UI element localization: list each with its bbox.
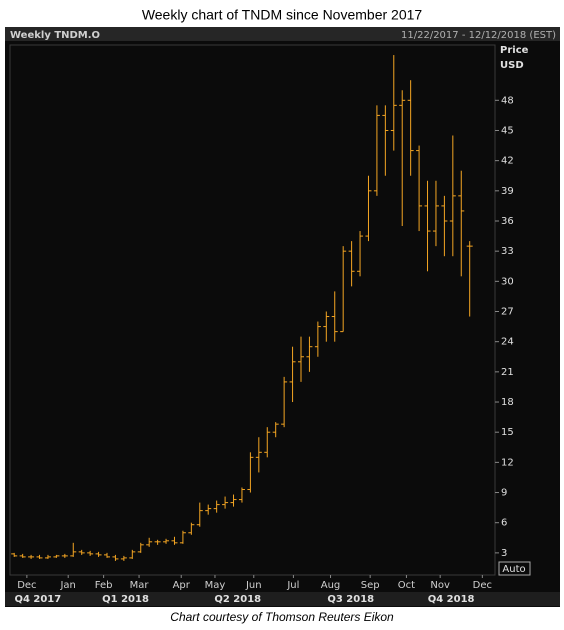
quarter-label: Q4 2018: [428, 594, 475, 605]
y-tick-label: 12: [501, 457, 514, 468]
x-tick-label: Feb: [95, 580, 113, 591]
x-tick-label: Jan: [59, 580, 75, 591]
y-tick-label: 45: [501, 125, 514, 136]
y-tick-label: 21: [501, 367, 514, 378]
y-tick-label: 27: [501, 307, 514, 318]
quarter-label: Q1 2018: [102, 594, 149, 605]
x-tick-label: Dec: [17, 580, 36, 591]
chart-title: Weekly chart of TNDM since November 2017: [142, 7, 423, 23]
x-tick-label: Nov: [430, 580, 450, 591]
y-tick-label: 33: [501, 246, 514, 257]
x-tick-label: Jul: [286, 580, 299, 591]
plot-frame: [9, 44, 496, 576]
y-tick-label: 48: [501, 95, 514, 106]
x-tick-label: Dec: [473, 580, 492, 591]
x-tick-label: Jun: [245, 580, 262, 591]
date-range: 11/22/2017 - 12/12/2018 (EST): [401, 30, 556, 41]
y-axis-label: Price: [500, 45, 529, 56]
y-unit: USD: [500, 60, 524, 71]
x-tick-label: Aug: [321, 580, 341, 591]
y-tick-label: 9: [501, 488, 507, 499]
y-tick-label: 30: [501, 276, 514, 287]
header-bar: [5, 27, 560, 41]
x-tick-label: May: [205, 580, 226, 591]
quarter-bar: [5, 592, 560, 606]
y-tick-label: 6: [501, 518, 507, 529]
y-tick-label: 36: [501, 216, 514, 227]
x-tick-label: Oct: [398, 580, 415, 591]
scale-mode[interactable]: Auto: [502, 564, 525, 575]
caption: Chart courtesy of Thomson Reuters Eikon: [170, 610, 394, 624]
x-tick-label: Apr: [173, 580, 191, 591]
quarter-label: Q4 2017: [14, 594, 61, 605]
scale-mode-box[interactable]: [498, 561, 531, 576]
y-tick-label: 18: [501, 397, 514, 408]
panel: [5, 27, 560, 607]
y-tick-label: 39: [501, 186, 514, 197]
y-tick-label: 15: [501, 427, 514, 438]
y-tick-label: 42: [501, 156, 514, 167]
x-tick-label: Sep: [361, 580, 380, 591]
quarter-label: Q2 2018: [214, 594, 261, 605]
x-tick-label: Mar: [130, 580, 150, 591]
y-tick-label: 3: [501, 548, 507, 559]
instrument-label: Weekly TNDM.O: [10, 30, 100, 41]
y-tick-label: 24: [501, 337, 514, 348]
quarter-label: Q3 2018: [327, 594, 374, 605]
